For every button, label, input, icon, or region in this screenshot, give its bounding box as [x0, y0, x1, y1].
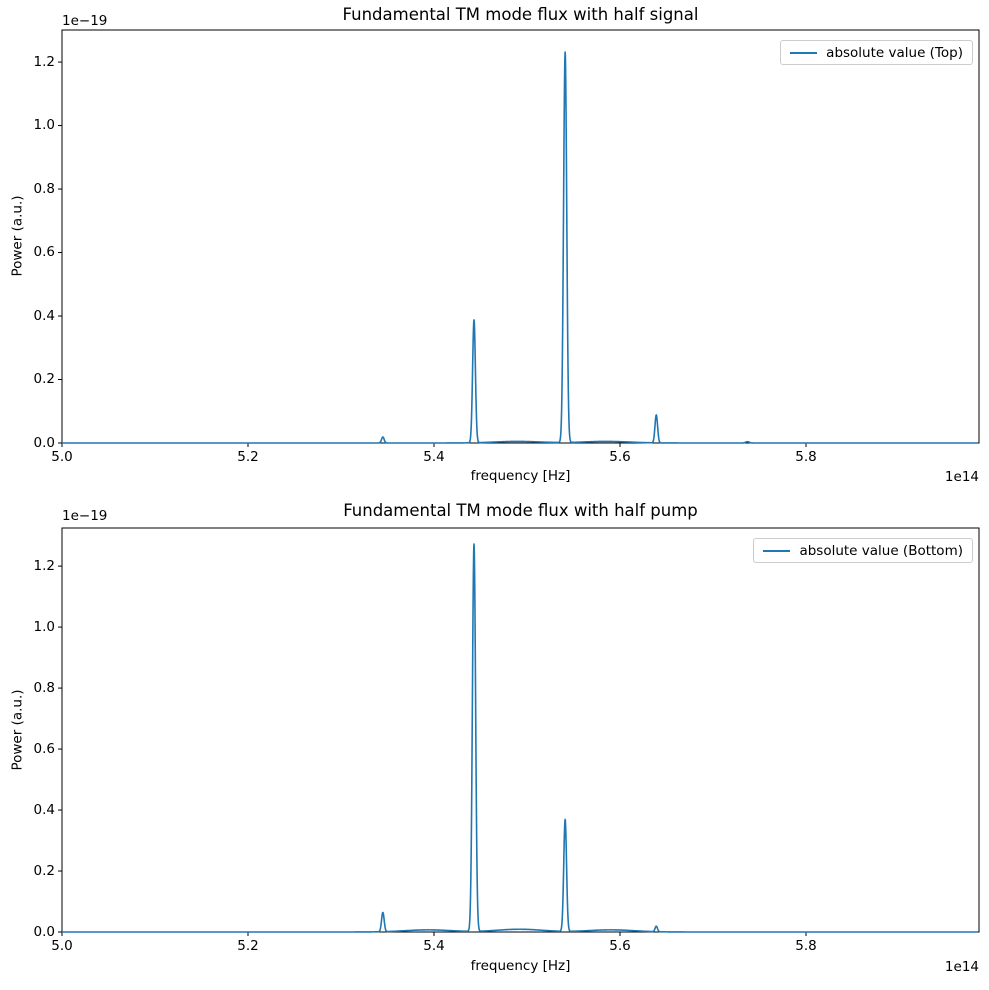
- x-axis-label-bottom: frequency [Hz]: [470, 958, 571, 974]
- x-tick-label: 5.0: [51, 938, 73, 954]
- series-line-top: [62, 51, 979, 444]
- y-tick-label: 0.0: [33, 923, 55, 940]
- x-tick-label: 5.6: [609, 938, 631, 954]
- y-axis-label-bottom: Power (a.u.): [9, 689, 26, 771]
- x-scale-offset-top: 1e14: [944, 469, 979, 485]
- x-axis-label-top: frequency [Hz]: [470, 468, 571, 484]
- x-tick-label: 5.2: [237, 449, 259, 465]
- x-tick-label: 5.4: [423, 938, 445, 954]
- chart-title-bottom: Fundamental TM mode flux with half pump: [343, 501, 698, 520]
- y-tick-label: 0.8: [33, 180, 55, 197]
- y-scale-offset-bottom: 1e−19: [62, 508, 108, 524]
- legend-bottom: absolute value (Bottom): [753, 538, 973, 563]
- chart-title-top: Fundamental TM mode flux with half signa…: [342, 5, 699, 24]
- x-tick-label: 5.2: [237, 938, 259, 954]
- y-tick-label: 1.0: [33, 117, 55, 134]
- y-tick-label: 0.8: [33, 679, 55, 696]
- y-tick-label: 0.4: [33, 801, 55, 818]
- axes-frame: [61, 29, 980, 444]
- y-tick-label: 1.2: [33, 53, 55, 70]
- x-tick-label: 5.8: [795, 938, 817, 954]
- y-tick-label: 0.4: [33, 307, 55, 324]
- y-tick-label: 0.6: [33, 244, 55, 261]
- legend-entry-label: absolute value (Bottom): [799, 542, 963, 559]
- x-tick-label: 5.4: [423, 449, 445, 465]
- legend-entry-label: absolute value (Top): [826, 44, 963, 61]
- legend-top: absolute value (Top): [780, 40, 973, 65]
- x-scale-offset-bottom: 1e14: [944, 959, 979, 975]
- legend-line-sample: [763, 549, 791, 552]
- y-tick-label: 0.6: [33, 740, 55, 757]
- y-tick-label: 0.2: [33, 862, 55, 879]
- y-tick-label: 0.2: [33, 371, 55, 387]
- y-tick-label: 0.0: [33, 434, 55, 451]
- y-tick-label: 1.2: [33, 557, 55, 574]
- x-tick-label: 5.8: [795, 449, 817, 465]
- y-scale-offset-top: 1e−19: [62, 13, 108, 29]
- y-tick-label: 1.0: [33, 618, 55, 635]
- axes-frame: [61, 527, 980, 933]
- legend-line-sample: [790, 51, 818, 54]
- x-tick-label: 5.0: [51, 449, 73, 465]
- x-tick-label: 5.6: [609, 449, 631, 465]
- series-line-bottom: [62, 543, 979, 933]
- y-axis-label-top: Power (a.u.): [9, 195, 26, 277]
